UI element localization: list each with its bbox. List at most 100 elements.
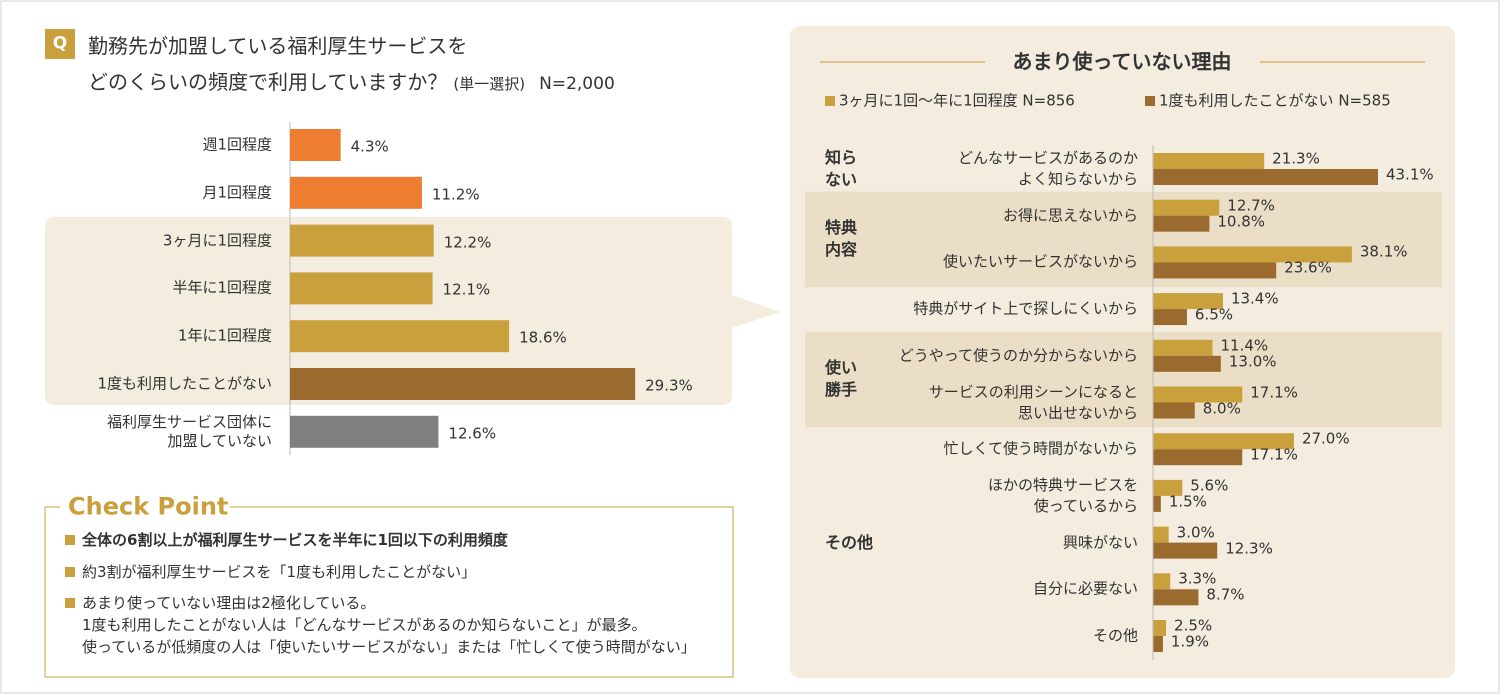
bar (1153, 339, 1213, 356)
bar (1153, 542, 1218, 559)
value-label: 18.6% (519, 328, 567, 347)
group-band (805, 331, 1442, 428)
panel-title: あまり使っていない理由 (1012, 49, 1232, 74)
category-label: 興味がない (1062, 533, 1138, 552)
value-label: 43.1% (1385, 165, 1434, 184)
group-label: 使い 勝手 (825, 358, 858, 400)
bar (290, 176, 422, 209)
bar (290, 129, 341, 161)
category-label: 週1回程度 (202, 135, 272, 154)
legend-swatch (1145, 96, 1155, 106)
category-label: お得に思えないから (1002, 206, 1138, 225)
bar (1153, 495, 1161, 512)
category-label: 3ヶ月に1回程度 (162, 231, 272, 250)
group-label: その他 (825, 532, 874, 552)
value-label: 4.3% (350, 137, 389, 156)
bar (1153, 153, 1265, 169)
check-title: Check Point (68, 492, 229, 521)
bar (1153, 479, 1183, 496)
group-label: 特典 内容 (825, 218, 858, 260)
category-label: 忙しくて使う時間がないから (943, 439, 1138, 458)
value-label: 38.1% (1359, 242, 1408, 261)
check-item: 約3割が福利厚生サービスを「1度も利用したことがない」 (82, 563, 477, 581)
bar (1153, 402, 1195, 419)
question: 勤務先が加盟している福利厚生サービスを どのくらいの頻度で利用していますか？ (単… (88, 28, 615, 102)
category-label: 1度も利用したことがない (97, 374, 272, 393)
value-label: 8.7% (1206, 585, 1245, 604)
value-label: 12.3% (1225, 539, 1273, 558)
bar (1153, 169, 1378, 185)
value-label: 17.1% (1250, 445, 1298, 464)
value-label: 8.0% (1202, 399, 1241, 417)
bar (1153, 293, 1223, 310)
category-label: 福利厚生サービス団体に 加盟していない (106, 412, 272, 450)
bar (1153, 526, 1169, 543)
check-box (44, 506, 734, 678)
value-label: 6.5% (1194, 305, 1234, 324)
bar (1153, 246, 1352, 263)
bar (1153, 262, 1277, 279)
value-label: 21.3% (1272, 149, 1320, 168)
bar (1153, 355, 1221, 372)
category-label: どうやって使うのか分からないから (898, 346, 1138, 365)
value-label: 2.5% (1174, 616, 1213, 635)
value-label: 3.3% (1178, 569, 1217, 588)
value-label: 12.2% (443, 233, 492, 252)
check-item: 全体の6割以上が福利厚生サービスを半年に1回以下の利用頻度 (82, 531, 508, 549)
value-label: 3.0% (1176, 523, 1215, 542)
value-label: 5.6% (1190, 476, 1229, 495)
highlight-callout (45, 217, 780, 405)
bar (1153, 589, 1199, 606)
bar (290, 272, 433, 305)
category-label: 特典がサイト上で探しにくいから (913, 299, 1138, 318)
category-label: 半年に1回程度 (172, 278, 272, 297)
value-label: 11.4% (1220, 336, 1269, 355)
value-label: 12.1% (442, 280, 491, 299)
category-label: サービスの利用シーンになると 思い出せないから (928, 382, 1138, 422)
bar (1153, 636, 1163, 652)
q-badge (45, 29, 75, 59)
legend-label: 3ヶ月に1回～年に1回程度 N=856 (839, 91, 1075, 110)
value-label: 29.3% (645, 376, 693, 395)
bar (1153, 386, 1243, 403)
value-label: 10.8% (1217, 212, 1266, 231)
value-label: 23.6% (1284, 258, 1332, 277)
bar (1153, 215, 1210, 232)
category-label: その他 (1092, 626, 1138, 645)
value-label: 1.9% (1170, 632, 1210, 651)
bar (1153, 620, 1167, 636)
bar (290, 368, 636, 400)
bullet (65, 598, 75, 608)
check-item: あまり使っていない理由は2極化している。 1度も利用したことがない人は「どんなサ… (82, 594, 696, 656)
group-label: 知ら ない (825, 148, 858, 189)
bar (290, 320, 510, 353)
group-band (805, 191, 1442, 288)
question-title: 勤務先が加盟している福利厚生サービスを どのくらいの頻度で利用していますか？ (88, 34, 468, 94)
value-label: 13.0% (1228, 352, 1277, 371)
category-label: ほかの特典サービスを 使っているから (987, 475, 1138, 515)
bar (290, 224, 434, 257)
category-label: 使いたいサービスがないから (942, 252, 1138, 271)
value-label: 12.7% (1227, 196, 1275, 215)
value-label: 13.4% (1230, 289, 1279, 308)
legend-label: 1度も利用したことがない N=585 (1159, 91, 1391, 110)
bullet (65, 567, 75, 577)
value-label: 27.0% (1301, 429, 1350, 448)
legend-swatch (825, 96, 835, 106)
question-note: (単一選択) (453, 75, 526, 93)
bar (1153, 573, 1171, 590)
bar (1153, 449, 1243, 466)
category-label: 自分に必要ない (1032, 579, 1138, 598)
value-label: 1.5% (1168, 492, 1207, 511)
value-label: 11.2% (431, 185, 480, 204)
category-label: どんなサービスがあるのか よく知らないから (957, 149, 1138, 188)
bar (1153, 199, 1220, 216)
bullet (65, 535, 75, 545)
q-letter: Q (52, 33, 68, 54)
sample-size: N=2,000 (539, 74, 615, 94)
check-title-bg (60, 492, 230, 522)
value-label: 17.1% (1250, 383, 1298, 401)
